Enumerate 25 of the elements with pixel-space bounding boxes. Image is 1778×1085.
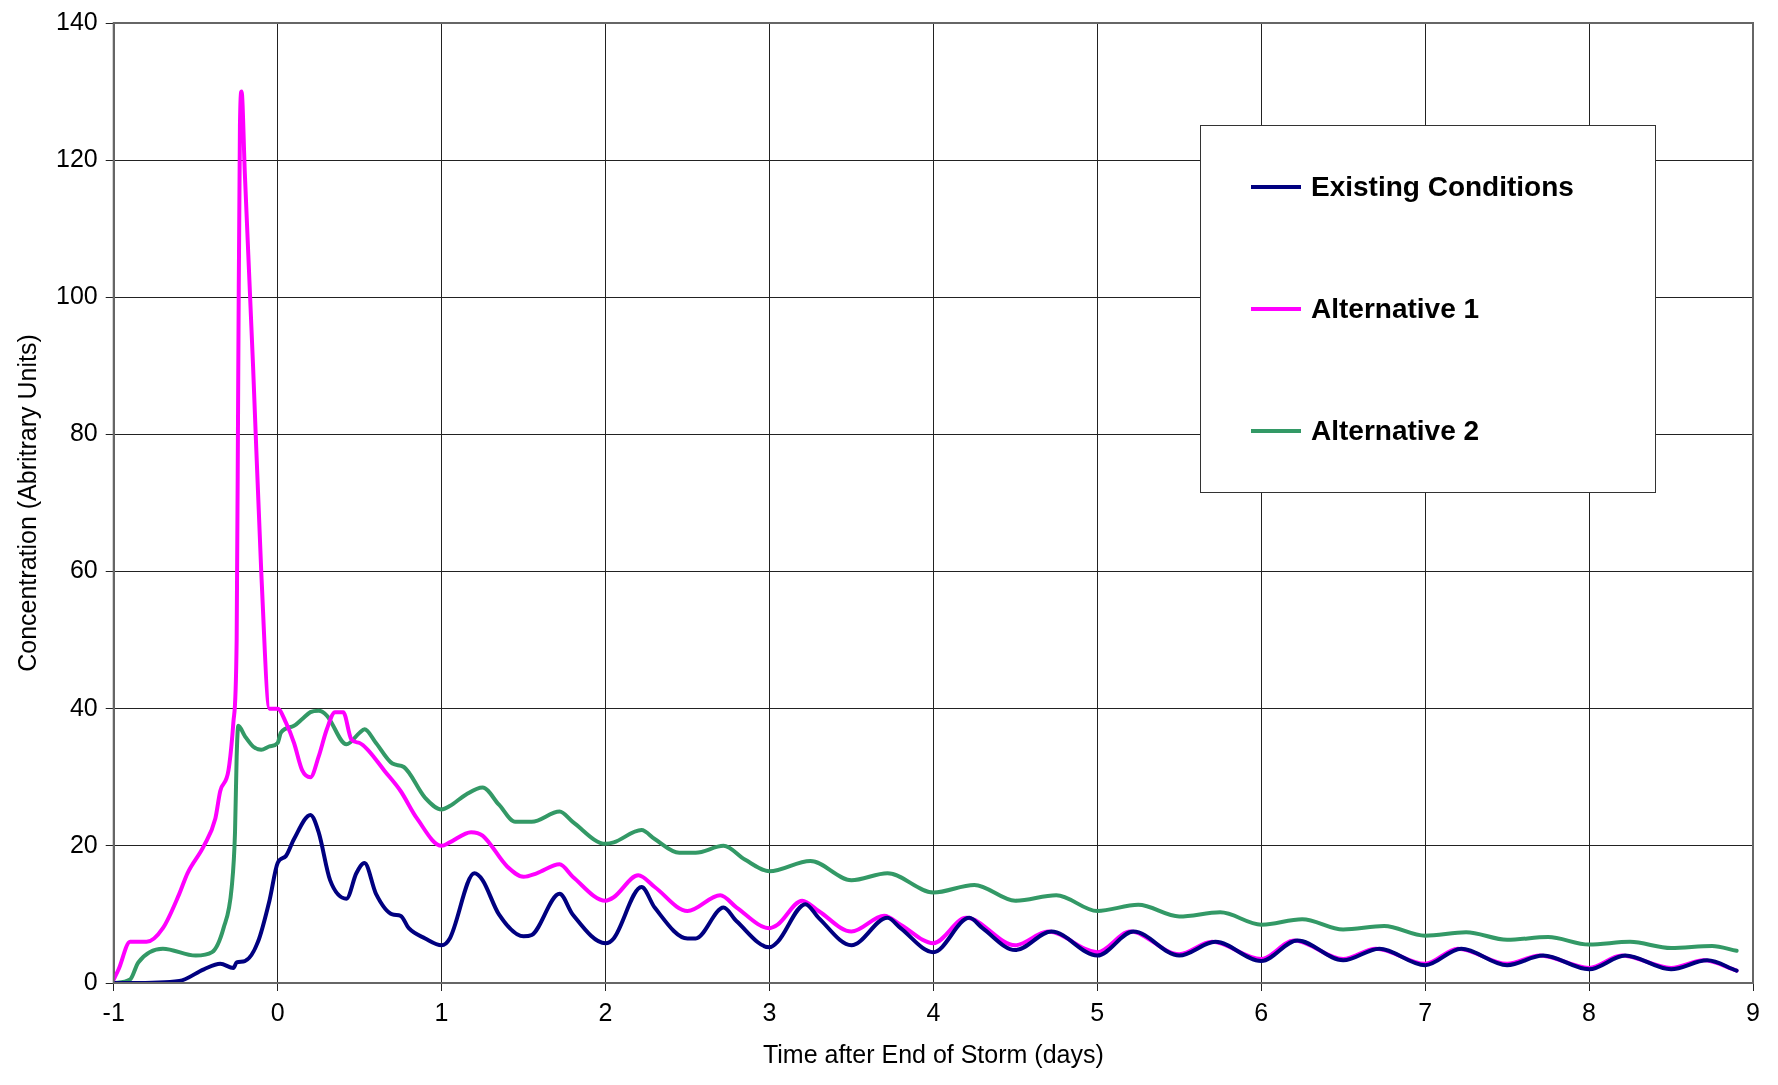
x-tick-label: 1 <box>434 997 449 1026</box>
legend-label: Existing Conditions <box>1311 171 1574 203</box>
x-tick-label: 3 <box>762 997 777 1026</box>
y-tick-label: 20 <box>69 829 98 858</box>
x-tick-label: 2 <box>598 997 613 1026</box>
x-tick-label: 8 <box>1582 997 1597 1026</box>
y-tick-label: 60 <box>69 555 98 584</box>
x-axis-title: Time after End of Storm (days) <box>762 1039 1104 1068</box>
x-tick-label: 4 <box>926 997 941 1026</box>
x-tick-label: 5 <box>1090 997 1105 1026</box>
x-tick-label: 9 <box>1746 997 1760 1026</box>
y-tick-label: 0 <box>83 966 98 995</box>
legend-label: Alternative 2 <box>1311 415 1480 447</box>
y-axis-title: Concentration (Abritrary Units) <box>12 334 41 672</box>
x-tick-label: 7 <box>1418 997 1433 1026</box>
y-tick-label: 80 <box>69 418 98 447</box>
y-tick-label: 40 <box>69 692 98 721</box>
legend-label: Alternative 1 <box>1311 293 1480 325</box>
y-tick-label: 100 <box>55 281 98 310</box>
y-tick-label: 120 <box>55 144 98 173</box>
x-tick-label: 6 <box>1254 997 1269 1026</box>
x-tick-label: -1 <box>102 997 125 1026</box>
line-series <box>113 813 1739 983</box>
x-tick-label: 0 <box>270 997 285 1026</box>
y-tick-label: 140 <box>55 6 98 35</box>
